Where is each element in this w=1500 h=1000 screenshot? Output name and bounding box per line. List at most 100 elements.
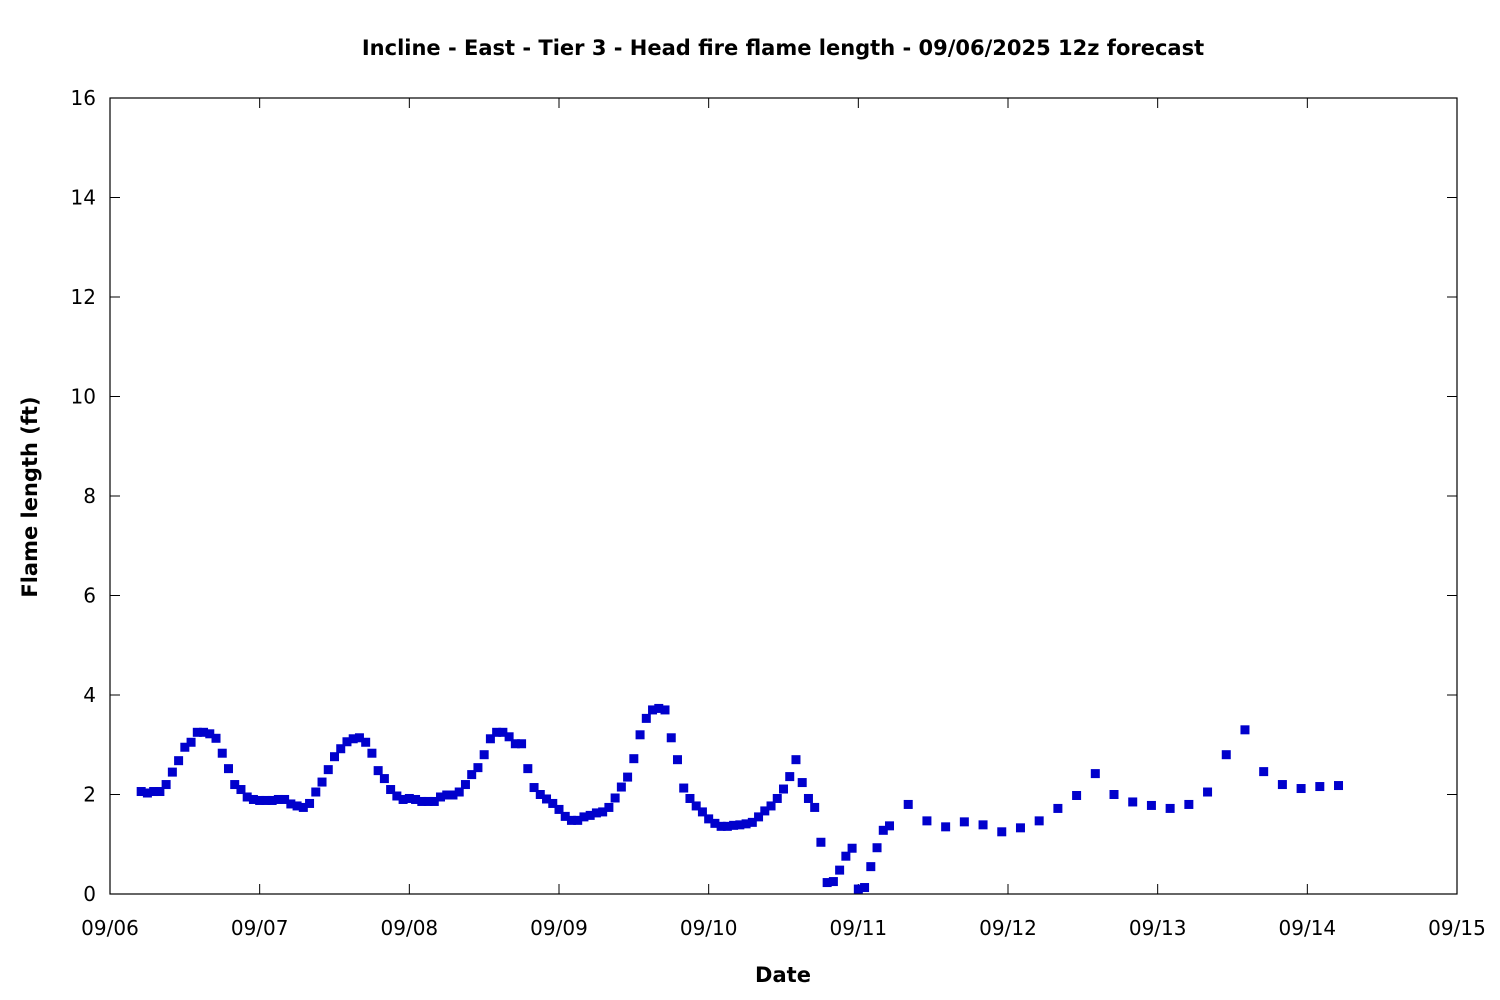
data-point xyxy=(1090,769,1100,779)
x-tick-label: 09/10 xyxy=(680,916,738,940)
data-point xyxy=(866,862,876,872)
data-point xyxy=(623,772,633,782)
data-point xyxy=(273,794,283,804)
data-point xyxy=(604,802,614,812)
data-point xyxy=(978,820,988,830)
data-point xyxy=(878,825,888,835)
data-point xyxy=(211,733,221,743)
data-point xyxy=(666,733,676,743)
data-point xyxy=(1128,797,1138,807)
data-point xyxy=(429,796,439,806)
data-point xyxy=(629,754,639,764)
data-point xyxy=(255,795,265,805)
data-point xyxy=(741,819,751,829)
data-point xyxy=(785,772,795,782)
data-point xyxy=(685,793,695,803)
plot-frame xyxy=(109,97,1458,895)
data-point xyxy=(641,713,651,723)
data-point xyxy=(180,742,190,752)
data-point xyxy=(579,812,589,822)
data-point xyxy=(504,732,514,742)
data-point xyxy=(261,795,271,805)
x-axis-label: Date xyxy=(755,963,811,987)
y-tick-label: 16 xyxy=(71,86,96,110)
data-point xyxy=(1034,816,1044,826)
data-point xyxy=(1109,790,1119,799)
data-point xyxy=(648,705,658,715)
data-point xyxy=(386,785,396,795)
data-point xyxy=(573,815,583,825)
x-tick-label: 09/14 xyxy=(1279,916,1337,940)
y-tick-label: 0 xyxy=(83,882,96,906)
data-point xyxy=(417,796,427,806)
data-point xyxy=(1240,725,1250,735)
data-points xyxy=(136,703,1344,894)
data-point xyxy=(1221,750,1231,760)
data-point xyxy=(791,755,801,765)
data-point xyxy=(186,737,196,747)
data-point xyxy=(672,755,682,765)
data-point xyxy=(167,767,177,777)
y-tick-label: 2 xyxy=(83,783,96,807)
y-tick-label: 8 xyxy=(83,484,96,508)
data-point xyxy=(510,739,520,749)
data-point xyxy=(1203,787,1213,797)
data-point xyxy=(766,801,776,811)
data-point xyxy=(560,811,570,821)
data-point xyxy=(280,794,290,804)
data-point xyxy=(635,730,645,740)
data-point xyxy=(810,802,820,812)
data-point xyxy=(1184,799,1194,809)
data-point xyxy=(454,787,464,797)
data-point xyxy=(379,774,389,784)
data-point xyxy=(860,883,870,893)
data-point xyxy=(716,821,726,831)
data-point xyxy=(473,763,483,773)
x-tick-label: 09/11 xyxy=(830,916,888,940)
data-point xyxy=(529,783,539,793)
data-point xyxy=(498,727,508,737)
data-point xyxy=(479,750,489,760)
data-point xyxy=(548,798,558,808)
data-point xyxy=(230,780,240,790)
data-point xyxy=(136,787,146,797)
y-tick-label: 14 xyxy=(71,186,96,210)
data-point xyxy=(298,802,308,812)
data-point xyxy=(142,788,152,798)
x-tick-label: 09/09 xyxy=(530,916,588,940)
axis-ticks: 09/06 09/07 09/08 09/09 09/10 09/11 09/12 09/13… xyxy=(71,86,1486,940)
data-point xyxy=(317,777,327,787)
data-point xyxy=(747,817,757,827)
data-point xyxy=(1334,781,1344,791)
data-point xyxy=(398,794,408,804)
x-tick-label: 09/12 xyxy=(979,916,1037,940)
data-point xyxy=(1146,800,1156,810)
y-tick-label: 4 xyxy=(83,683,96,707)
data-point xyxy=(872,843,882,853)
data-point xyxy=(803,793,813,803)
x-tick-label: 09/08 xyxy=(381,916,439,940)
data-point xyxy=(323,765,333,775)
data-point xyxy=(722,821,732,831)
data-point xyxy=(922,816,932,826)
data-point xyxy=(442,790,452,800)
data-point xyxy=(161,780,171,790)
y-tick-label: 12 xyxy=(71,285,96,309)
data-point xyxy=(754,812,764,822)
data-point xyxy=(1277,780,1287,790)
data-point xyxy=(654,703,664,713)
data-point xyxy=(492,727,502,737)
data-point xyxy=(816,837,826,847)
data-point xyxy=(1296,784,1306,794)
data-point xyxy=(361,737,371,747)
data-point xyxy=(517,739,527,749)
y-tick-label: 10 xyxy=(71,385,96,409)
data-point xyxy=(149,787,159,797)
data-point xyxy=(423,796,433,806)
data-point xyxy=(591,808,601,818)
data-point xyxy=(330,752,339,762)
data-point xyxy=(610,793,620,803)
data-point xyxy=(404,793,414,803)
data-point xyxy=(697,807,707,817)
